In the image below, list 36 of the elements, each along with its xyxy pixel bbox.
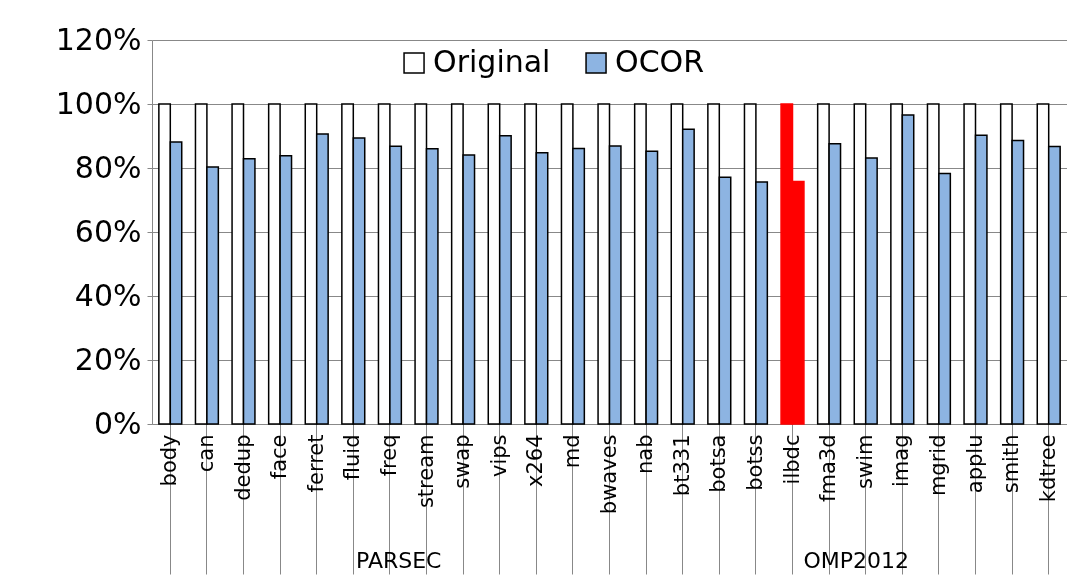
y-tick-label: 40% (74, 277, 142, 313)
y-tick-label: 20% (74, 341, 142, 377)
x-tick-label: botsa (706, 434, 731, 493)
x-tick-label: botss (742, 434, 767, 491)
x-tick-label: applu (962, 434, 987, 494)
x-tick-label: bwaves (596, 434, 621, 515)
x-tick-label: swim (852, 434, 877, 489)
legend-label: Original (433, 44, 551, 79)
x-tick-label: bt331 (669, 434, 694, 497)
x-tick-label: fluid (340, 434, 365, 481)
x-tick-label: dedup (230, 434, 255, 501)
x-tick-label: face (267, 434, 292, 480)
x-tick-label: vips (486, 434, 511, 478)
x-tick-label: freq (376, 434, 401, 477)
x-tick-label: x264 (523, 434, 548, 488)
x-tick-label: swap (450, 434, 475, 489)
x-tick-label: ilbdc (779, 434, 804, 485)
x-tick-label: kdtree (1035, 434, 1060, 503)
x-tick-label: fma3d (816, 434, 841, 502)
text: OMP2012 (803, 548, 910, 573)
y-tick-label: 60% (74, 213, 142, 249)
x-tick-label: md (559, 434, 584, 469)
y-tick-label: 80% (74, 149, 142, 185)
text: PARSEC (356, 548, 442, 573)
y-tick-label: 100% (55, 85, 142, 121)
x-tick-label: stream (413, 434, 438, 509)
x-tick-label: imag (889, 434, 914, 487)
legend-label: OCOR (615, 44, 705, 79)
y-tick-label: 120% (55, 21, 142, 57)
x-tick-label: smith (999, 434, 1024, 494)
x-tick-label: ferret (303, 434, 328, 493)
y-tick-label: 0% (93, 405, 142, 441)
x-tick-label: body (157, 434, 182, 487)
x-tick-label: can (193, 434, 218, 473)
x-tick-label: mgrid (925, 434, 950, 497)
x-tick-label: nab (633, 434, 658, 475)
